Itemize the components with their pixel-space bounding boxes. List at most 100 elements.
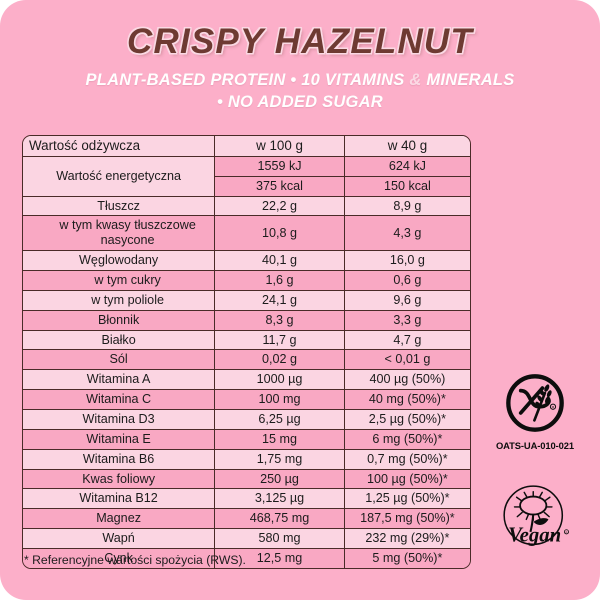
- cell-per-100g: 8,3 g: [215, 310, 345, 331]
- table-row: Cynk 12,5 mg 5 mg (50%)*: [23, 549, 470, 568]
- cell-per-100g: 22,2 g: [215, 196, 345, 217]
- cell-nutrient-name: Witamina B12: [23, 489, 216, 510]
- subtitle: PLANT-BASED PROTEIN • 10 VITAMINS & MINE…: [0, 70, 600, 114]
- cell-per-40g: 187,5 mg (50%)*: [344, 509, 470, 530]
- cell-nutrient-name: Magnez: [23, 509, 216, 530]
- page-title: CRISPY HAZELNUT: [127, 22, 473, 61]
- vegan-sunflower-icon: Vegan R: [503, 485, 569, 547]
- column-header-per-100g: w 100 g: [215, 136, 345, 157]
- table-row: Witamina B6 1,75 mg 0,7 mg (50%)*: [23, 449, 470, 470]
- cell-per-100g: 24,1 g: [215, 290, 345, 311]
- cell-per-40g: 8,9 g: [344, 196, 470, 217]
- table-row: w tym kwasy tłuszczowe nasycone 10,8 g 4…: [23, 216, 470, 252]
- cell-per-40g: 232 mg (29%)*: [344, 529, 470, 549]
- cell-per-40g: 40 mg (50%)*: [344, 390, 470, 410]
- footnote: * Referencyjne wartości spożycia (RWS).: [24, 553, 246, 567]
- cell-nutrient-name: Wapń: [23, 529, 216, 549]
- table-row: Witamina D3 6,25 µg 2,5 µg (50%)*: [23, 409, 470, 430]
- cell-per-40g: < 0,01 g: [344, 350, 470, 371]
- cell-per-40g: 4,7 g: [344, 330, 470, 351]
- subtitle-line1-part1: PLANT-BASED PROTEIN • 10 VITAMINS: [85, 71, 410, 90]
- table-row: 375 kcal 150 kcal: [23, 176, 470, 197]
- cell-nutrient-name: w tym kwasy tłuszczowe nasycone: [23, 216, 216, 252]
- cell-per-100g: 11,7 g: [215, 330, 345, 351]
- cell-nutrient-name: Witamina C: [23, 390, 216, 410]
- cell-per-40g: 2,5 µg (50%)*: [344, 409, 470, 430]
- cell-nutrient-name: Witamina A: [23, 370, 216, 391]
- cell-nutrient-name: Tłuszcz: [23, 196, 216, 217]
- nutrition-table-wrapper: Wartość odżywcza w 100 g w 40 g Wartość …: [22, 135, 471, 569]
- table-body: Wartość energetyczna 1559 kJ 624 kJ 375 …: [23, 156, 470, 568]
- table-row: Witamina E 15 mg 6 mg (50%)*: [23, 429, 470, 450]
- cell-nutrient-name: Węglowodany: [23, 251, 216, 271]
- cell-per-100g: 12,5 mg: [215, 549, 345, 568]
- vegan-badge: Vegan R: [482, 482, 590, 559]
- table-row: Witamina A 1000 µg 400 µg (50%): [23, 370, 470, 391]
- svg-text:R: R: [565, 531, 567, 535]
- cell-nutrient-name: Sól: [23, 350, 216, 371]
- table-row: Wartość energetyczna 1559 kJ 624 kJ: [23, 156, 470, 197]
- cell-per-100g: 10,8 g: [215, 216, 345, 252]
- cell-nutrient-name: Błonnik: [23, 310, 216, 331]
- table-row: Tłuszcz 22,2 g 8,9 g: [23, 196, 470, 217]
- cell-nutrient-name: Witamina E: [23, 429, 216, 450]
- table-row: Wapń 580 mg 232 mg (29%)*: [23, 529, 470, 549]
- table-row: Białko 11,7 g 4,7 g: [23, 330, 470, 351]
- svg-text:R: R: [552, 406, 555, 410]
- header: CRISPY HAZELNUT PLANT-BASED PROTEIN • 10…: [0, 0, 600, 114]
- cell-nutrient-name: Białko: [23, 330, 216, 351]
- cell-per-100g: 1,75 mg: [215, 449, 345, 470]
- column-header-nutrient: Wartość odżywcza: [23, 136, 216, 157]
- table-row: w tym poliole 24,1 g 9,6 g: [23, 290, 470, 311]
- nutrition-table: Wartość odżywcza w 100 g w 40 g Wartość …: [22, 135, 471, 569]
- table-row: w tym cukry 1,6 g 0,6 g: [23, 270, 470, 291]
- cell-per-100g: 3,125 µg: [215, 489, 345, 510]
- cell-per-40g: 9,6 g: [344, 290, 470, 311]
- cell-per-100g: 100 mg: [215, 390, 345, 410]
- column-header-per-40g: w 40 g: [344, 136, 470, 157]
- cell-per-100g: 1,6 g: [215, 270, 345, 291]
- cell-nutrient-name: w tym poliole: [23, 290, 216, 311]
- subtitle-line2: • NO ADDED SUGAR: [217, 93, 383, 112]
- cell-per-40g: 150 kcal: [344, 177, 470, 197]
- cell-per-40g: 0,7 mg (50%)*: [344, 449, 470, 470]
- cell-nutrient-name: Witamina D3: [23, 409, 216, 430]
- cell-per-40g: 100 µg (50%)*: [344, 469, 470, 490]
- cell-per-40g: 16,0 g: [344, 251, 470, 271]
- cell-per-100g: 1559 kJ: [215, 156, 345, 177]
- gluten-free-badge: R OATS-UA-010-021: [479, 372, 591, 451]
- table-row: Witamina C 100 mg 40 mg (50%)*: [23, 390, 470, 410]
- cell-per-40g: 400 µg (50%): [344, 370, 470, 391]
- subtitle-line1-part2: MINERALS: [421, 71, 515, 90]
- cell-per-40g: 4,3 g: [344, 216, 470, 252]
- cell-per-40g: 0,6 g: [344, 270, 470, 291]
- cell-per-40g: 3,3 g: [344, 310, 470, 331]
- cell-per-40g: 624 kJ: [344, 157, 470, 177]
- cell-nutrient-name: w tym cukry: [23, 270, 216, 291]
- table-row: Sól 0,02 g < 0,01 g: [23, 350, 470, 371]
- table-row: Magnez 468,75 mg 187,5 mg (50%)*: [23, 509, 470, 530]
- cell-per-100g: 375 kcal: [215, 176, 345, 197]
- cell-nutrient-name: Kwas foliowy: [23, 469, 216, 490]
- table-row: Błonnik 8,3 g 3,3 g: [23, 310, 470, 331]
- cell-per-100g: 0,02 g: [215, 350, 345, 371]
- cell-nutrient-name: Witamina B6: [23, 449, 216, 470]
- crossed-grain-icon: R: [506, 374, 564, 432]
- cell-per-40g: 5 mg (50%)*: [344, 549, 470, 568]
- cell-per-100g: 580 mg: [215, 529, 345, 549]
- gluten-free-code: OATS-UA-010-021: [495, 440, 575, 451]
- table-header-row: Wartość odżywcza w 100 g w 40 g: [23, 136, 470, 157]
- cell-per-100g: 468,75 mg: [215, 509, 345, 530]
- cell-per-40g: 6 mg (50%)*: [344, 429, 470, 450]
- cell-per-100g: 1000 µg: [215, 370, 345, 391]
- subtitle-ampersand: &: [409, 71, 422, 90]
- cell-per-100g: 6,25 µg: [215, 409, 345, 430]
- table-row: Kwas foliowy 250 µg 100 µg (50%)*: [23, 469, 470, 490]
- cell-per-100g: 15 mg: [215, 429, 345, 450]
- table-row: Węglowodany 40,1 g 16,0 g: [23, 251, 470, 271]
- table-row: Witamina B12 3,125 µg 1,25 µg (50%)*: [23, 489, 470, 510]
- cell-nutrient-name: Cynk: [23, 549, 216, 568]
- cell-per-100g: 250 µg: [215, 469, 345, 490]
- cell-per-40g: 1,25 µg (50%)*: [344, 489, 470, 510]
